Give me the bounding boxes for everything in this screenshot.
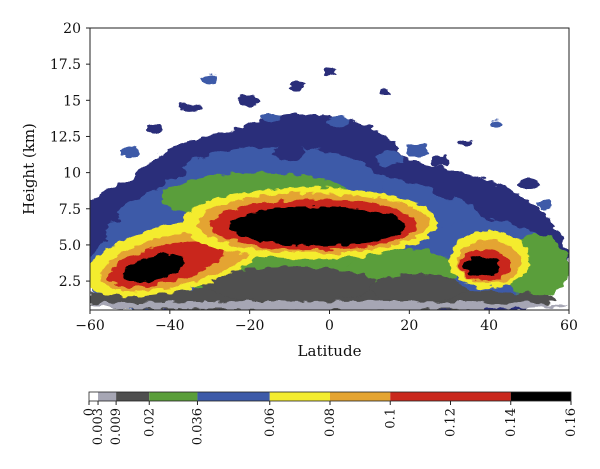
upper-cell bbox=[145, 124, 162, 134]
field-gray-center bbox=[369, 273, 466, 303]
upper-cell bbox=[537, 200, 554, 209]
colorbar-tick-label: 0.1 bbox=[383, 408, 398, 429]
x-tick-label: 0 bbox=[325, 318, 334, 334]
upper-cell bbox=[177, 103, 202, 112]
y-tick-label: 7.5 bbox=[59, 202, 81, 218]
upper-cell bbox=[431, 181, 468, 199]
band-north-core bbox=[122, 254, 185, 282]
x-tick-label: −60 bbox=[75, 318, 105, 334]
upper-cell bbox=[379, 90, 392, 96]
y-tick-label: 20 bbox=[63, 21, 81, 37]
band-south-core bbox=[463, 256, 500, 277]
upper-cell bbox=[323, 67, 336, 76]
colorbar: 00.003 0.009 0.02 0.036 0.06 0.08 0.1 0.12 0.14 0… bbox=[82, 391, 579, 445]
x-tick-label: 20 bbox=[400, 318, 418, 334]
colorbar-segment bbox=[450, 392, 511, 401]
colorbar-tick-label: 0.12 bbox=[444, 408, 459, 437]
colorbar-segment bbox=[89, 392, 99, 401]
colorbar-tick-label: 0.036 bbox=[190, 408, 205, 445]
x-axis: −60 −40 −20 0 20 40 60 bbox=[75, 310, 578, 334]
plot-area bbox=[90, 67, 569, 310]
x-tick-label: 40 bbox=[480, 318, 498, 334]
colorbar-segment bbox=[330, 392, 391, 401]
y-tick-label: 10 bbox=[63, 166, 81, 182]
upper-cell bbox=[99, 213, 120, 222]
upper-cell bbox=[491, 119, 504, 128]
y-axis-title: Height (km) bbox=[20, 123, 38, 215]
colorbar-segment bbox=[116, 392, 150, 401]
colorbar-segment bbox=[98, 392, 117, 401]
colorbar-tick-label: 0.14 bbox=[504, 408, 519, 437]
upper-cell bbox=[375, 150, 404, 166]
colorbar-tick-label: 0.009 bbox=[109, 408, 124, 445]
x-tick-label: −40 bbox=[155, 318, 185, 334]
upper-cell bbox=[517, 178, 542, 190]
upper-cell bbox=[185, 137, 210, 150]
colorbar-tick-label: 0.16 bbox=[564, 408, 579, 437]
upper-cell bbox=[237, 94, 262, 107]
colorbar-tick-label: 0 bbox=[82, 408, 97, 416]
y-axis: 2.5 5.0 7.5 10 12.5 15 17.5 20 bbox=[50, 21, 90, 290]
y-tick-label: 2.5 bbox=[59, 274, 81, 290]
upper-cell bbox=[457, 139, 474, 149]
colorbar-tick-label: 0.02 bbox=[142, 408, 157, 437]
upper-cell bbox=[119, 146, 140, 159]
colorbar-segment bbox=[149, 392, 198, 401]
upper-cell bbox=[201, 74, 218, 83]
core-upper-black bbox=[229, 206, 406, 246]
colorbar-tick-label: 0.06 bbox=[263, 408, 278, 437]
upper-cell bbox=[325, 116, 350, 128]
upper-cell bbox=[289, 81, 306, 91]
y-tick-label: 12.5 bbox=[50, 129, 81, 145]
field-gray-light bbox=[90, 301, 569, 310]
colorbar-segment bbox=[510, 392, 571, 401]
upper-cell bbox=[259, 113, 280, 122]
upper-cell bbox=[217, 130, 242, 143]
upper-cell bbox=[405, 143, 430, 159]
colorbar-segment bbox=[269, 392, 330, 401]
x-axis-title: Latitude bbox=[298, 342, 362, 360]
y-tick-label: 15 bbox=[63, 93, 81, 109]
colorbar-segment bbox=[197, 392, 270, 401]
colorbar-segment bbox=[390, 392, 451, 401]
x-tick-label: 60 bbox=[560, 318, 578, 334]
upper-cell bbox=[431, 155, 452, 167]
colorbar-tick-label: 0.08 bbox=[323, 408, 338, 437]
upper-cell bbox=[153, 165, 186, 180]
y-tick-label: 17.5 bbox=[50, 57, 81, 73]
x-tick-label: −20 bbox=[235, 318, 265, 334]
colorbar-tick-label: 0.003 bbox=[91, 408, 106, 445]
y-tick-label: 5.0 bbox=[59, 238, 81, 254]
upper-cell bbox=[273, 145, 306, 160]
field-gray-lower bbox=[201, 266, 378, 302]
upper-cell bbox=[351, 135, 372, 144]
